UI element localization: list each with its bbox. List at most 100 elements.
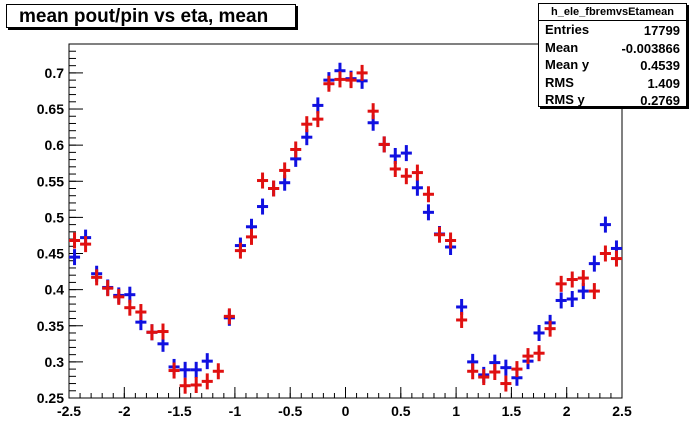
blue-data-point (190, 361, 202, 378)
red-data-point (456, 311, 468, 328)
stats-row-entries: Entries 17799 (539, 21, 686, 39)
x-tick-label: 1.5 (502, 403, 522, 419)
red-data-point (69, 232, 81, 249)
blue-data-point (588, 255, 600, 272)
stats-row-mean: Mean -0.003866 (539, 39, 686, 57)
stats-value: -0.003866 (621, 40, 680, 56)
x-tick-label: 2.5 (612, 403, 632, 419)
red-data-point (445, 232, 457, 249)
red-data-point (201, 373, 213, 390)
x-tick-label: -1.5 (168, 403, 192, 419)
blue-data-point (422, 204, 434, 221)
blue-data-point (533, 324, 545, 341)
red-data-point (323, 75, 335, 92)
red-data-point (279, 162, 291, 179)
blue-data-point (500, 359, 512, 376)
blue-data-point (257, 198, 269, 215)
y-tick-label: 0.65 (37, 101, 64, 117)
y-tick-label: 0.5 (45, 209, 65, 225)
blue-data-point (201, 353, 213, 370)
x-tick-label: 0.5 (391, 403, 411, 419)
red-data-point (301, 116, 313, 133)
blue-data-point (555, 292, 567, 309)
red-data-point (588, 283, 600, 300)
stats-label: RMS y (545, 92, 585, 107)
blue-data-point (400, 145, 412, 162)
red-data-point (334, 71, 346, 88)
blue-data-point (566, 291, 578, 308)
red-data-point (422, 186, 434, 203)
red-data-point (356, 64, 368, 81)
red-data-point (577, 270, 589, 287)
stats-value: 17799 (643, 23, 680, 38)
stats-label: Entries (545, 22, 590, 37)
red-data-point (223, 308, 235, 325)
red-data-point (389, 160, 401, 177)
x-tick-label: 1 (452, 403, 460, 419)
red-data-point (257, 172, 269, 189)
red-data-point (113, 288, 125, 305)
red-data-point (489, 363, 501, 380)
red-data-point (290, 141, 302, 158)
blue-data-point (411, 179, 423, 196)
blue-data-point (69, 249, 81, 266)
red-data-point (135, 304, 147, 321)
stats-value: 1.409 (647, 75, 680, 91)
stats-label: RMS (545, 74, 574, 90)
red-data-point (157, 323, 169, 340)
red-data-point (124, 299, 136, 316)
x-tick-label: -0.5 (278, 403, 302, 419)
blue-data-point (312, 97, 324, 114)
red-data-point (511, 361, 523, 378)
red-data-point (566, 271, 578, 288)
red-data-point (234, 242, 246, 259)
red-data-point (555, 275, 567, 292)
red-data-point (599, 245, 611, 262)
stats-histogram-name: h_ele_fbremvsEtamean (539, 4, 686, 21)
red-data-point (433, 226, 446, 243)
stats-label: Mean (545, 39, 579, 55)
y-tick-label: 0.45 (37, 246, 64, 262)
y-tick-label: 0.25 (37, 390, 64, 406)
blue-data-point (599, 216, 611, 233)
x-tick-label: -1 (229, 403, 242, 419)
red-data-point (411, 164, 423, 181)
red-data-point (533, 345, 545, 362)
stats-row-mean-y: Mean y 0.4539 (539, 56, 686, 74)
red-data-point (400, 168, 412, 185)
x-tick-label: -2.5 (57, 403, 81, 419)
red-data-point (91, 269, 103, 286)
red-data-point (146, 324, 158, 341)
red-data-point (212, 363, 224, 380)
x-tick-label: 2 (563, 403, 571, 419)
y-tick-label: 0.6 (45, 137, 65, 153)
y-tick-label: 0.35 (37, 318, 64, 334)
y-tick-label: 0.4 (45, 282, 65, 298)
blue-data-point (179, 361, 191, 378)
red-data-point (179, 377, 191, 394)
red-data-point (168, 362, 180, 379)
red-data-point (367, 103, 379, 120)
red-data-point (312, 111, 324, 128)
plot-title: mean pout/pin vs eta, mean (19, 6, 269, 27)
red-data-point (522, 348, 534, 365)
red-data-point (610, 250, 622, 267)
stats-box: h_ele_fbremvsEtamean Entries 17799 Mean … (538, 3, 687, 109)
stats-row-rms: RMS 1.409 (539, 74, 686, 92)
red-data-point (500, 375, 512, 392)
red-data-point (345, 72, 357, 89)
red-data-point (102, 280, 114, 297)
red-data-point (190, 376, 202, 393)
red-data-point (378, 136, 390, 153)
x-tick-label: 0 (342, 403, 350, 419)
y-tick-label: 0.3 (45, 354, 65, 370)
red-data-point (478, 369, 490, 386)
x-tick-label: -2 (118, 403, 131, 419)
y-tick-label: 0.55 (37, 173, 64, 189)
red-data-point (245, 228, 258, 245)
stats-row-rms-y: RMS y 0.2769 (539, 91, 686, 109)
stats-label: Mean y (545, 57, 590, 72)
red-data-point (544, 320, 556, 337)
red-data-point (80, 236, 92, 253)
